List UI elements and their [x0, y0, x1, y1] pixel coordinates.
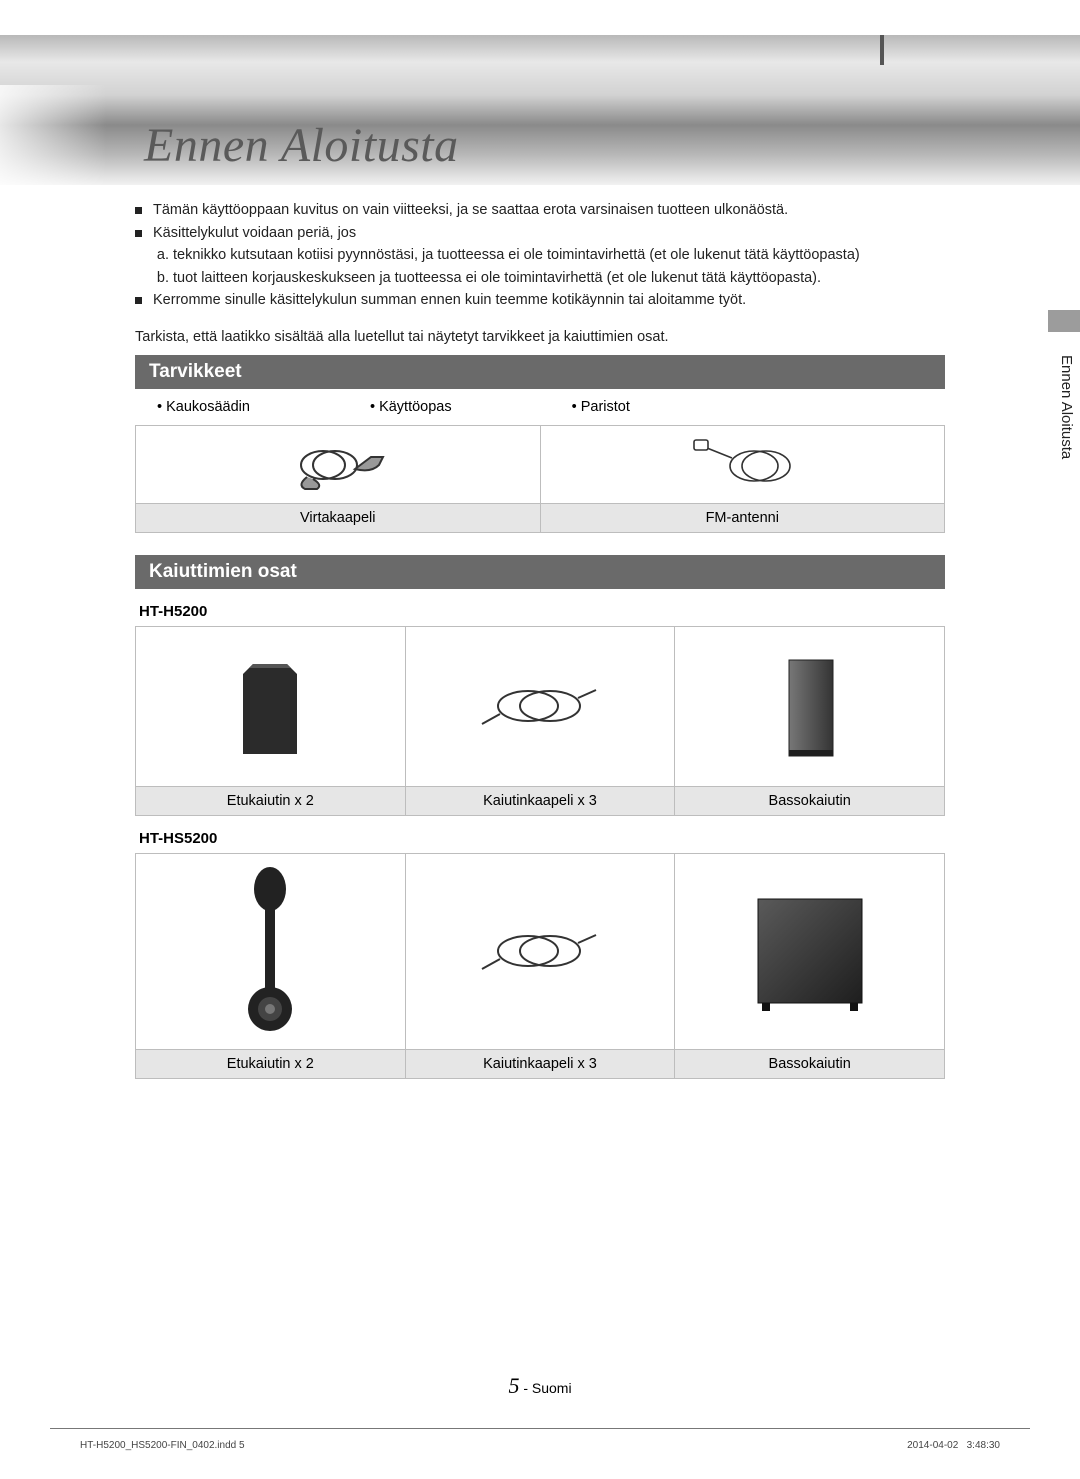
page-suffix: - Suomi: [519, 1380, 571, 1396]
footer-rule: [50, 1428, 1030, 1429]
speaker-cable-icon: [470, 676, 610, 736]
note-text: Käsittelykulut voidaan periä, jos: [153, 225, 356, 241]
speaker-label: Kaiutinkaapeli x 3: [405, 1049, 675, 1078]
speaker-image-cell: [405, 853, 675, 1049]
subwoofer-box-icon: [740, 881, 880, 1021]
note-text: Tämän käyttöoppaan kuvitus on vain viitt…: [153, 202, 788, 218]
fm-antenna-icon: [682, 436, 802, 492]
front-speaker-box-icon: [225, 646, 315, 766]
speaker-label: Etukaiutin x 2: [136, 786, 406, 815]
speaker-image-cell: [136, 853, 406, 1049]
notes-list: Tämän käyttöoppaan kuvitus on vain viitt…: [135, 200, 945, 311]
model-label: HT-H5200: [139, 603, 945, 620]
side-tab-label: Ennen Aloitusta: [1047, 355, 1075, 505]
accessory-label: FM-antenni: [540, 503, 945, 532]
note-subitem: tuot laitteen korjauskeskukseen ja tuott…: [173, 268, 945, 289]
front-speaker-round-icon: [225, 861, 315, 1041]
accessory-image-cell: [540, 425, 945, 503]
print-datetime: 2014-04-02 3:48:30: [907, 1440, 1000, 1451]
note-item: Käsittelykulut voidaan periä, jos teknik…: [135, 223, 945, 289]
note-text: Kerromme sinulle käsittelykulun summan e…: [153, 292, 746, 308]
section-bar-speakers: Kaiuttimien osat: [135, 555, 945, 589]
accessory-bullets: Kaukosäädin Käyttöopas Paristot: [135, 389, 945, 425]
subwoofer-slim-icon: [765, 646, 855, 766]
accessory-label: Virtakaapeli: [136, 503, 541, 532]
accessories-table: Virtakaapeli FM-antenni: [135, 425, 945, 533]
section-bar-accessories: Tarvikkeet: [135, 355, 945, 389]
speaker-table-2: Etukaiutin x 2 Kaiutinkaapeli x 3 Bassok…: [135, 853, 945, 1079]
speaker-image-cell: [136, 626, 406, 786]
speaker-label: Bassokaiutin: [675, 786, 945, 815]
speaker-table-1: Etukaiutin x 2 Kaiutinkaapeli x 3 Bassok…: [135, 626, 945, 816]
accessory-bullet: Paristot: [572, 399, 630, 415]
side-tab-marker: [1048, 310, 1080, 332]
power-cable-icon: [283, 435, 393, 493]
speaker-label: Etukaiutin x 2: [136, 1049, 406, 1078]
speaker-image-cell: [675, 853, 945, 1049]
print-file: HT-H5200_HS5200-FIN_0402.indd 5: [80, 1440, 245, 1451]
note-subitem: teknikko kutsutaan kotiisi pyynnöstäsi, …: [173, 245, 945, 266]
print-metadata: HT-H5200_HS5200-FIN_0402.indd 5 2014-04-…: [80, 1440, 1000, 1451]
speaker-image-cell: [675, 626, 945, 786]
content-area: Ennen Aloitusta Tämän käyttöoppaan kuvit…: [135, 0, 945, 1079]
speaker-cable-icon: [470, 921, 610, 981]
note-item: Kerromme sinulle käsittelykulun summan e…: [135, 290, 945, 311]
model-label: HT-HS5200: [139, 830, 945, 847]
speaker-label: Bassokaiutin: [675, 1049, 945, 1078]
speaker-label: Kaiutinkaapeli x 3: [405, 786, 675, 815]
page-number: 5: [508, 1373, 519, 1398]
accessory-bullet: Käyttöopas: [370, 399, 452, 415]
accessory-bullet: Kaukosäädin: [157, 399, 250, 415]
note-sublist: teknikko kutsutaan kotiisi pyynnöstäsi, …: [153, 245, 945, 288]
accessory-image-cell: [136, 425, 541, 503]
page-footer: 5 - Suomi: [0, 1373, 1080, 1399]
checkline-text: Tarkista, että laatikko sisältää alla lu…: [135, 329, 945, 345]
speaker-image-cell: [405, 626, 675, 786]
note-item: Tämän käyttöoppaan kuvitus on vain viitt…: [135, 200, 945, 221]
